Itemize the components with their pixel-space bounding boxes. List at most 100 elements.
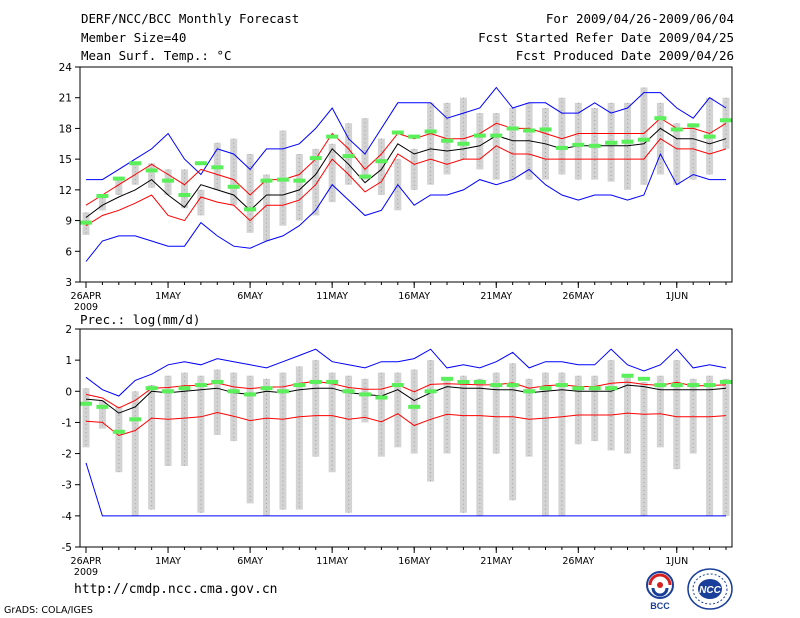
- spread-box: [394, 372, 402, 448]
- observed-mark: [162, 389, 175, 394]
- observed-mark: [342, 154, 355, 159]
- series-line-upper: [85, 380, 727, 409]
- observed-mark: [375, 159, 388, 164]
- observed-mark: [211, 379, 224, 384]
- observed-mark: [424, 389, 437, 394]
- observed-mark: [342, 389, 355, 394]
- member-size: Member Size=40: [81, 30, 187, 45]
- observed-mark: [637, 376, 650, 381]
- x-year-label: 2009: [74, 567, 98, 578]
- series-line-max: [85, 348, 727, 397]
- spread-box: [246, 375, 254, 504]
- x-tick-label: 11MAY: [316, 556, 348, 567]
- y-tick-label: -3: [62, 480, 72, 492]
- spread-box: [574, 102, 582, 180]
- x-tick-label: 16MAY: [398, 556, 430, 567]
- observed-mark: [621, 373, 634, 378]
- series-line-max: [86, 86, 727, 181]
- observed-mark: [555, 383, 568, 388]
- spread-box: [624, 102, 632, 190]
- y-tick-label: 18: [59, 123, 72, 135]
- x-tick-label: 1JUN: [665, 291, 688, 302]
- spread-box: [131, 391, 139, 516]
- y-tick-label: -1: [62, 417, 72, 429]
- y-tick-label: 15: [59, 154, 72, 166]
- x-tick-label: 1JUN: [665, 556, 688, 567]
- observed-mark: [162, 178, 175, 183]
- forecast-period: For 2009/04/26-2009/06/04: [545, 11, 734, 26]
- spread-box: [148, 385, 156, 510]
- observed-mark: [473, 133, 486, 138]
- spread-box: [607, 360, 615, 451]
- spread-box: [673, 360, 681, 470]
- x-tick-label: 11MAY: [316, 291, 348, 302]
- x-tick-label: 1MAY: [155, 556, 181, 567]
- spread-box: [295, 154, 303, 221]
- spread-box: [82, 388, 90, 448]
- spread-box: [574, 375, 582, 445]
- observed-mark: [391, 130, 404, 135]
- x-tick-label: 6MAY: [237, 556, 263, 567]
- observed-mark: [178, 386, 191, 391]
- panel-2: -5 -4 -3 -2 -1 0 1 2 26APR 1MAY 6MAY 11MAY 16MAY 21MA…: [62, 324, 733, 578]
- spread-box: [312, 148, 320, 216]
- observed-mark: [441, 376, 454, 381]
- x-tick-label: 26APR: [71, 556, 102, 567]
- variable-label: Mean Surf. Temp.: °C: [81, 48, 232, 63]
- observed-mark: [391, 383, 404, 388]
- observed-mark: [260, 386, 273, 391]
- spread-box: [525, 102, 533, 180]
- spread-box: [295, 366, 303, 510]
- observed-mark: [523, 128, 536, 133]
- observed-mark: [424, 129, 437, 134]
- observed-mark: [227, 184, 240, 189]
- observed-mark: [490, 133, 503, 138]
- spread-box: [509, 107, 517, 180]
- observed-mark: [588, 386, 601, 391]
- observed-mark: [129, 417, 142, 422]
- observed-mark: [441, 138, 454, 143]
- observed-mark: [654, 383, 667, 388]
- spread-box: [263, 174, 271, 242]
- y-tick-label: 2: [65, 324, 72, 336]
- observed-mark: [276, 177, 289, 182]
- observed-mark: [637, 137, 650, 142]
- spread-box: [541, 372, 549, 516]
- observed-mark: [129, 161, 142, 166]
- spread-box: [180, 169, 188, 209]
- spread-box: [345, 123, 353, 185]
- observed-mark: [178, 192, 191, 197]
- x-tick-label: 21MAY: [480, 556, 512, 567]
- observed-mark: [720, 379, 732, 384]
- spread-box: [98, 400, 106, 429]
- observed-mark: [80, 401, 92, 406]
- observed-mark: [358, 392, 371, 397]
- panel-1: 3 6 9 12 15 18 21 24 26APR 1MAY 6MAY 11MAY 16MAY 21MA…: [59, 62, 733, 313]
- observed-mark: [539, 386, 552, 391]
- spread-box: [230, 372, 238, 442]
- spread-box: [640, 381, 648, 516]
- spread-box: [328, 372, 336, 473]
- observed-mark: [244, 207, 257, 212]
- spread-box: [525, 378, 533, 457]
- observed-mark: [194, 383, 207, 388]
- observed-mark: [96, 194, 109, 198]
- spread-box: [443, 378, 451, 454]
- y-tick-label: 21: [59, 93, 72, 105]
- series-line-lower: [85, 138, 727, 227]
- series-line-mean: [85, 127, 727, 218]
- produced-date: Fcst Produced Date 2009/04/26: [515, 48, 734, 63]
- observed-mark: [506, 126, 519, 131]
- x-tick-label: 21MAY: [480, 291, 512, 302]
- x-tick-label: 1MAY: [155, 291, 181, 302]
- spread-box: [591, 107, 599, 180]
- series-line-upper: [85, 117, 727, 206]
- spread-box: [656, 375, 664, 448]
- started-date: Fcst Started Refer Date 2009/04/25: [478, 30, 734, 45]
- observed-mark: [194, 161, 207, 166]
- observed-mark: [605, 386, 618, 391]
- bcc-logo-text: BCC: [650, 601, 670, 611]
- source-url[interactable]: http://cmdp.ncc.cma.gov.cn: [74, 582, 278, 597]
- observed-mark: [326, 379, 339, 384]
